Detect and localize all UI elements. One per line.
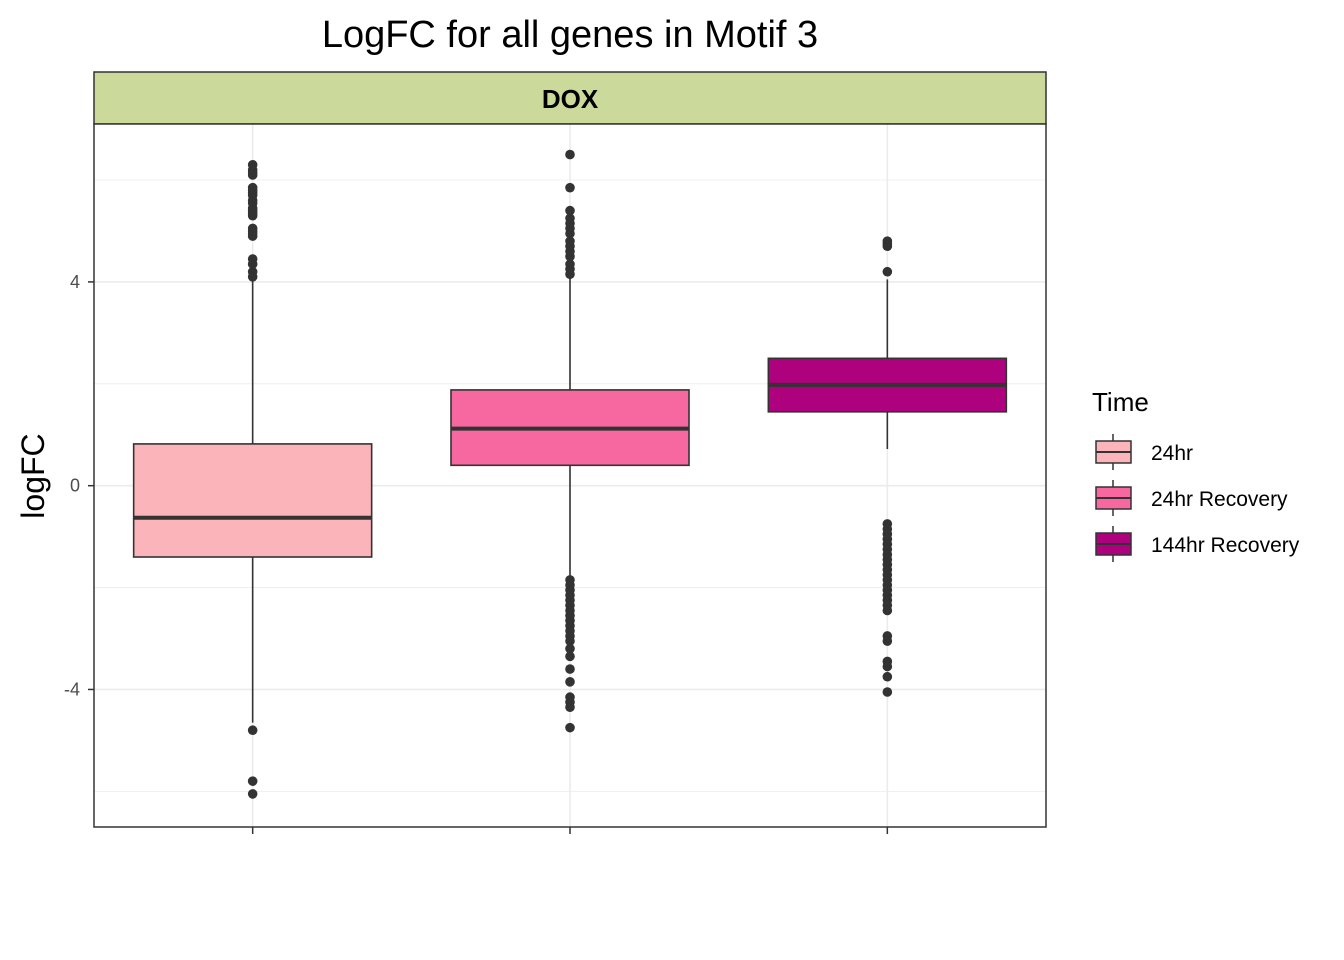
outlier-point [565,722,575,733]
legend-label: 144hr Recovery [1151,534,1300,557]
box-144hr-recovery [767,236,1008,697]
legend: Time 24hr 24hr Recovery 144hr Recovery [1092,387,1300,562]
outlier-point [565,149,575,160]
outlier-point [247,182,258,193]
boxes [132,149,1008,799]
box-24hr [132,159,373,799]
facet-strip [93,71,1047,125]
outlier-point [565,677,575,687]
outlier-point [565,259,575,269]
outlier-point [247,266,258,277]
y-tick-label: 4 [70,272,80,292]
y-axis: -4 0 4 [64,272,94,699]
legend-label: 24hr Recovery [1151,488,1288,511]
box-24hr-recovery [450,149,690,733]
x-axis [251,827,889,834]
outlier-point [882,266,893,277]
legend-items: 24hr 24hr Recovery 144hr Recovery [1095,434,1300,562]
outlier-point [247,223,258,234]
y-tick-label: 0 [70,476,80,496]
outlier-point [565,643,575,654]
outlier-point [882,236,893,246]
outlier-point [565,664,575,674]
legend-item-24hr-recovery: 24hr Recovery [1095,480,1288,516]
legend-item-24hr: 24hr [1095,434,1193,470]
outlier-point [565,205,575,216]
y-tick-label: -4 [64,679,80,699]
outlier-point [247,159,258,170]
outlier-point [882,636,893,646]
outlier-point [247,789,258,799]
y-axis-title: logFC [15,433,51,518]
outlier-point [247,776,258,786]
legend-title: Time [1092,387,1149,417]
legend-label: 24hr [1151,442,1193,465]
outlier-point [882,605,893,616]
outlier-point [882,661,893,672]
outlier-point [882,687,893,697]
outlier-point [565,182,575,193]
outlier-point [565,236,575,246]
outlier-point [565,213,575,224]
chart-title: LogFC for all genes in Motif 3 [322,14,818,56]
outlier-point [247,254,258,264]
facet-strip-label: DOX [542,84,599,114]
outlier-point [882,671,893,682]
legend-item-144hr-recovery: 144hr Recovery [1095,526,1300,562]
box-body [132,443,373,558]
outlier-point [247,725,258,736]
outlier-point [565,651,575,662]
outlier-point [565,636,575,646]
outlier-point [565,702,575,713]
